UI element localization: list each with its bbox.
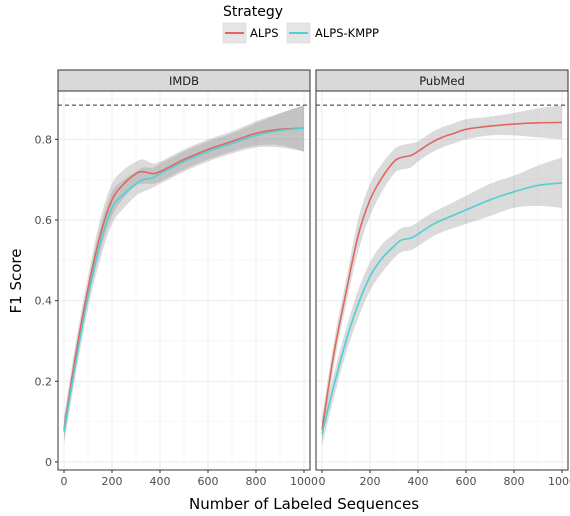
series-line-pubmed-alps-kmpp [321,182,563,434]
legend: Strategy ALPS ALPS-KMPP [222,4,379,44]
x-tick-label: 600 [198,475,219,488]
panel-imdb: IMDB [57,69,311,471]
legend-label-alps: ALPS [250,26,279,40]
legend-label-alps-kmpp: ALPS-KMPP [315,26,379,40]
confidence-band-pubmed-alps [322,105,562,442]
strip-label-pubmed: PubMed [419,74,465,88]
x-tick-label: 800 [246,475,267,488]
panel-border-pubmed [315,90,569,471]
x-tick-label: 0 [319,475,326,488]
panel-pubmed: PubMed [315,69,569,471]
legend-entry-alps: ALPS [222,22,279,44]
x-tick-label: 600 [456,475,477,488]
series-line-imdb-alps-kmpp [63,127,305,432]
y-tick-label: 0 [45,456,52,469]
y-tick-label: 0.8 [35,133,53,146]
gridlines-imdb [58,91,310,470]
x-tick-label: 200 [102,475,123,488]
y-tick-label: 0.4 [35,295,53,308]
y-tick-label: 0.2 [35,375,53,388]
y-axis: 0 0.2 0.4 0.6 0.8 [35,133,58,469]
strip-label-imdb: IMDB [169,74,199,88]
x-axes: 0200400600800100002004006008001000 [61,470,570,488]
y-tick-label: 0.6 [35,214,53,227]
y-axis-title: F1 Score [7,249,25,314]
x-tick-label: 800 [504,475,525,488]
x-tick-label: 1000 [290,475,318,488]
panel-border-imdb [57,90,311,471]
x-axis-title: Number of Labeled Sequences [189,495,419,513]
facet-panels: IMDB PubMed [57,69,569,471]
legend-title: Strategy [223,4,283,20]
series-line-pubmed-alps [321,121,563,430]
x-tick-label: 400 [150,475,171,488]
x-tick-label: 400 [408,475,429,488]
confidence-band-imdb-alps [64,105,304,442]
x-tick-label: 200 [360,475,381,488]
x-tick-label: 0 [61,475,68,488]
x-tick-label: 1000 [548,475,570,488]
legend-entry-alps-kmpp: ALPS-KMPP [286,22,379,44]
confidence-band-imdb-alps-kmpp [64,105,304,444]
confidence-band-pubmed-alps-kmpp [322,157,562,446]
series-line-imdb-alps [63,127,305,430]
